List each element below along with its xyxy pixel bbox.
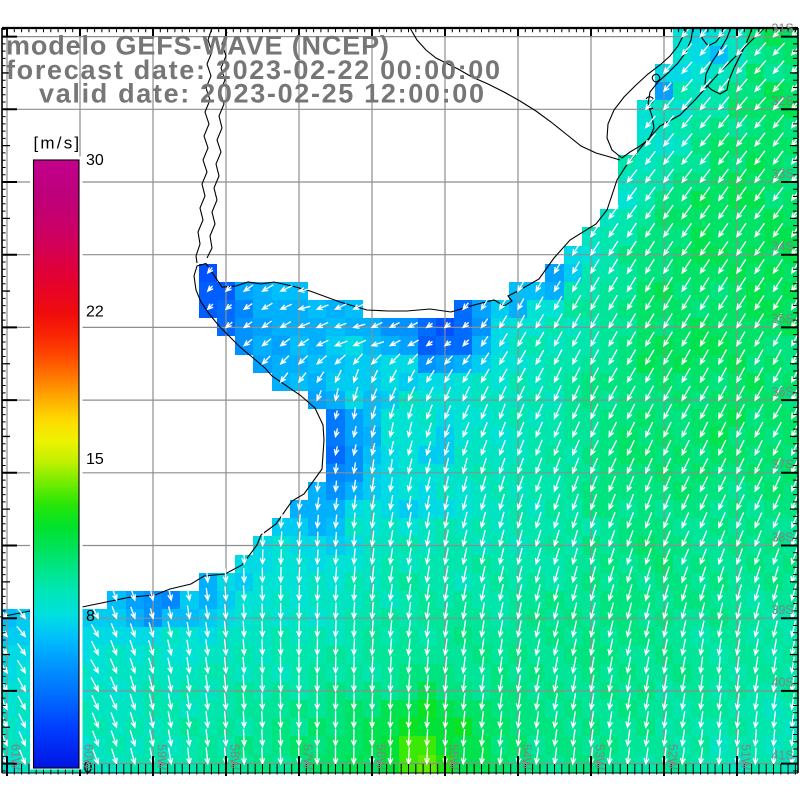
svg-text:54W: 54W — [520, 744, 534, 770]
svg-text:57W: 57W — [301, 744, 315, 770]
svg-text:8: 8 — [86, 608, 95, 625]
svg-text:40S: 40S — [772, 676, 794, 690]
svg-text:41S: 41S — [772, 748, 794, 762]
svg-text:37S: 37S — [772, 458, 794, 472]
svg-text:51W: 51W — [739, 744, 753, 770]
svg-text:[m/s]: [m/s] — [34, 134, 82, 153]
svg-text:forecast date: 2023-02-22 00:0: forecast date: 2023-02-22 00:00:00 — [6, 55, 500, 85]
svg-text:34S: 34S — [772, 240, 794, 254]
svg-text:52W: 52W — [666, 744, 680, 770]
svg-text:56W: 56W — [374, 744, 388, 770]
svg-text:35S: 35S — [772, 312, 794, 326]
svg-text:36S: 36S — [772, 385, 794, 399]
svg-text:38S: 38S — [772, 530, 794, 544]
svg-text:30: 30 — [86, 152, 104, 169]
svg-text:33S: 33S — [772, 167, 794, 181]
svg-text:32S: 32S — [772, 94, 794, 108]
svg-text:53W: 53W — [593, 744, 607, 770]
svg-text:15: 15 — [86, 451, 104, 468]
svg-text:valid date: 2023-02-25 12:00:0: valid date: 2023-02-25 12:00:00 — [39, 79, 484, 109]
svg-text:22: 22 — [86, 304, 104, 321]
svg-text:31S: 31S — [772, 21, 794, 35]
svg-text:60W: 60W — [82, 744, 96, 770]
svg-text:61W: 61W — [9, 744, 23, 770]
svg-text:modelo GEFS-WAVE (NCEP): modelo GEFS-WAVE (NCEP) — [6, 31, 389, 61]
svg-text:0: 0 — [84, 760, 93, 777]
svg-text:59W: 59W — [155, 744, 169, 770]
svg-text:39S: 39S — [772, 603, 794, 617]
svg-text:55W: 55W — [447, 744, 461, 770]
svg-text:58W: 58W — [228, 744, 242, 770]
